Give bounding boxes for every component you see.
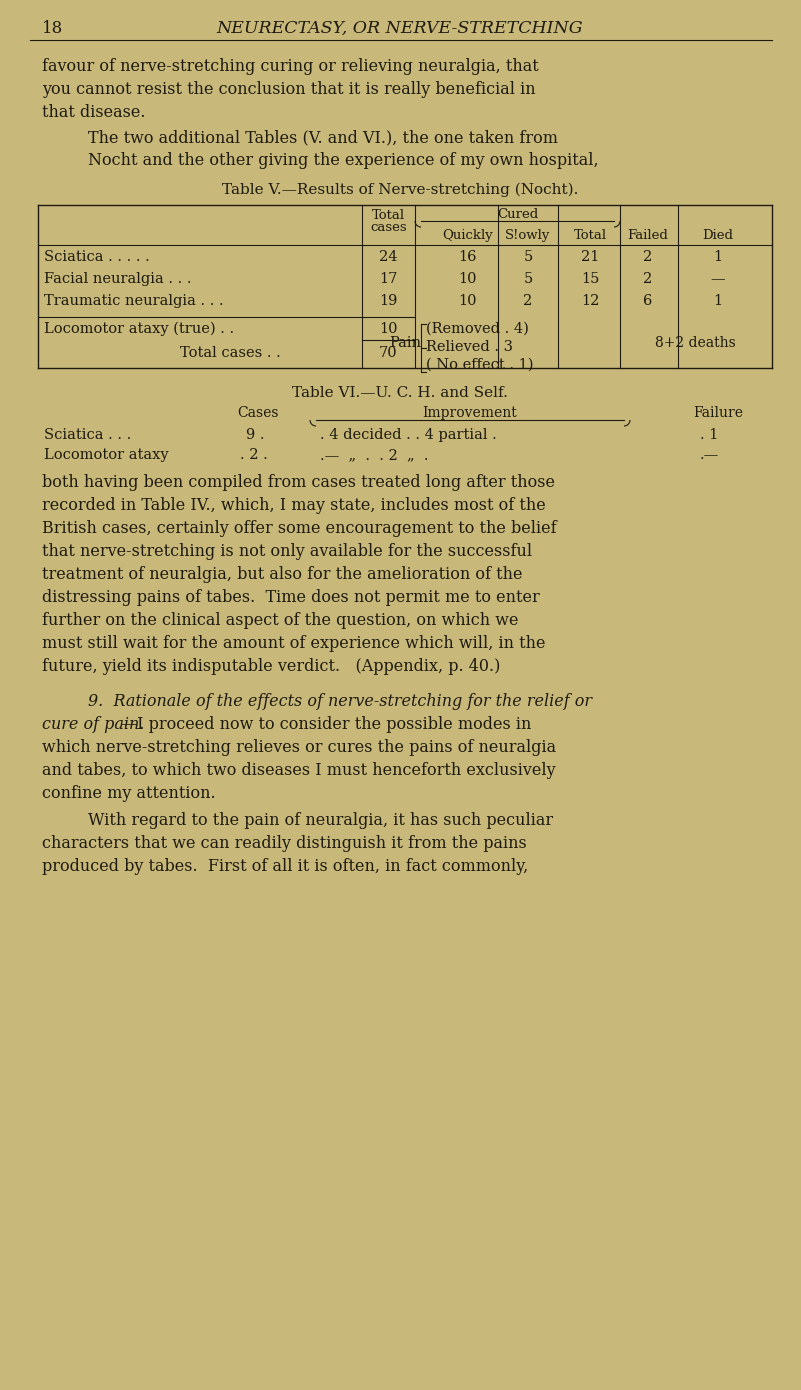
Text: Nocht and the other giving the experience of my own hospital,: Nocht and the other giving the experienc… [88, 152, 598, 170]
Text: 2: 2 [643, 250, 653, 264]
Text: .—  „  .  . 2  „  .: .— „ . . 2 „ . [320, 448, 429, 461]
Text: Cases: Cases [237, 406, 279, 420]
Text: 1: 1 [714, 295, 723, 309]
Text: 9.  Rationale of the effects of nerve-stretching for the relief or: 9. Rationale of the effects of nerve-str… [88, 694, 592, 710]
Text: 1: 1 [714, 250, 723, 264]
Text: 18: 18 [42, 19, 63, 38]
Text: Improvement: Improvement [423, 406, 517, 420]
Text: Cured: Cured [497, 208, 538, 221]
Text: 12: 12 [581, 295, 599, 309]
Text: favour of nerve-stretching curing or relieving neuralgia, that: favour of nerve-stretching curing or rel… [42, 58, 539, 75]
Text: Facial neuralgia . . .: Facial neuralgia . . . [44, 272, 191, 286]
Text: 17: 17 [380, 272, 397, 286]
Text: Relieved . 3: Relieved . 3 [426, 341, 513, 354]
Text: 16: 16 [459, 250, 477, 264]
Text: cases: cases [370, 221, 407, 234]
Text: 6: 6 [643, 295, 653, 309]
Text: that nerve-stretching is not only available for the successful: that nerve-stretching is not only availa… [42, 543, 532, 560]
Text: 2: 2 [523, 295, 533, 309]
Text: Total: Total [574, 229, 606, 242]
Text: 5: 5 [523, 250, 533, 264]
Text: 9 .: 9 . [246, 428, 264, 442]
Text: —I proceed now to consider the possible modes in: —I proceed now to consider the possible … [121, 716, 532, 733]
Text: Total: Total [372, 208, 405, 222]
Text: . 4 decided . . 4 partial .: . 4 decided . . 4 partial . [320, 428, 497, 442]
Text: you cannot resist the conclusion that it is really beneficial in: you cannot resist the conclusion that it… [42, 81, 536, 99]
Text: and tabes, to which two diseases I must henceforth exclusively: and tabes, to which two diseases I must … [42, 762, 556, 778]
Text: . 2 .: . 2 . [240, 448, 268, 461]
Text: 24: 24 [379, 250, 398, 264]
Text: both having been compiled from cases treated long after those: both having been compiled from cases tre… [42, 474, 555, 491]
Text: 15: 15 [581, 272, 599, 286]
Text: Table VI.—U. C. H. and Self.: Table VI.—U. C. H. and Self. [292, 386, 508, 400]
Text: 70: 70 [379, 346, 398, 360]
Text: 10: 10 [459, 272, 477, 286]
Text: 5: 5 [523, 272, 533, 286]
Text: (Removed . 4): (Removed . 4) [426, 322, 529, 336]
Text: Sciatica . . .: Sciatica . . . [44, 428, 131, 442]
Text: —: — [710, 272, 726, 286]
Text: The two additional Tables (V. and VI.), the one taken from: The two additional Tables (V. and VI.), … [88, 129, 558, 146]
Text: Sciatica . . . . .: Sciatica . . . . . [44, 250, 150, 264]
Text: Total cases . .: Total cases . . [180, 346, 280, 360]
Text: ( No effect . 1): ( No effect . 1) [426, 359, 533, 373]
Text: S!owly: S!owly [505, 229, 551, 242]
Text: that disease.: that disease. [42, 104, 146, 121]
Text: recorded in Table IV., which, I may state, includes most of the: recorded in Table IV., which, I may stat… [42, 498, 545, 514]
Text: further on the clinical aspect of the question, on which we: further on the clinical aspect of the qu… [42, 612, 518, 630]
Text: With regard to the pain of neuralgia, it has such peculiar: With regard to the pain of neuralgia, it… [88, 812, 553, 828]
Text: 10: 10 [459, 295, 477, 309]
Text: Failure: Failure [693, 406, 743, 420]
Text: Locomotor ataxy (true) . .: Locomotor ataxy (true) . . [44, 322, 234, 336]
Text: 2: 2 [643, 272, 653, 286]
Text: treatment of neuralgia, but also for the amelioration of the: treatment of neuralgia, but also for the… [42, 566, 522, 582]
Text: British cases, certainly offer some encouragement to the belief: British cases, certainly offer some enco… [42, 520, 557, 537]
Text: 10: 10 [379, 322, 398, 336]
Text: Failed: Failed [627, 229, 669, 242]
Text: distressing pains of tabes.  Time does not permit me to enter: distressing pains of tabes. Time does no… [42, 589, 540, 606]
Text: which nerve-stretching relieves or cures the pains of neuralgia: which nerve-stretching relieves or cures… [42, 739, 556, 756]
Text: Locomotor ataxy: Locomotor ataxy [44, 448, 169, 461]
Text: Died: Died [702, 229, 734, 242]
Text: .—: .— [700, 448, 719, 461]
Text: . 1: . 1 [700, 428, 718, 442]
Text: characters that we can readily distinguish it from the pains: characters that we can readily distingui… [42, 835, 527, 852]
Text: Table V.—Results of Nerve-stretching (Nocht).: Table V.—Results of Nerve-stretching (No… [222, 183, 578, 197]
Text: confine my attention.: confine my attention. [42, 785, 215, 802]
Text: Quickly: Quickly [443, 229, 493, 242]
Text: must still wait for the amount of experience which will, in the: must still wait for the amount of experi… [42, 635, 545, 652]
Text: Pain: Pain [389, 336, 421, 350]
Text: future, yield its indisputable verdict.   (Appendix, p. 40.): future, yield its indisputable verdict. … [42, 657, 501, 676]
Text: Traumatic neuralgia . . .: Traumatic neuralgia . . . [44, 295, 223, 309]
Text: cure of pain.: cure of pain. [42, 716, 144, 733]
Text: 8+2 deaths: 8+2 deaths [655, 336, 736, 350]
Text: 19: 19 [380, 295, 397, 309]
Text: produced by tabes.  First of all it is often, in fact commonly,: produced by tabes. First of all it is of… [42, 858, 528, 874]
Text: 21: 21 [581, 250, 599, 264]
Text: NEURECTASY, OR NERVE-STRETCHING: NEURECTASY, OR NERVE-STRETCHING [217, 19, 583, 38]
